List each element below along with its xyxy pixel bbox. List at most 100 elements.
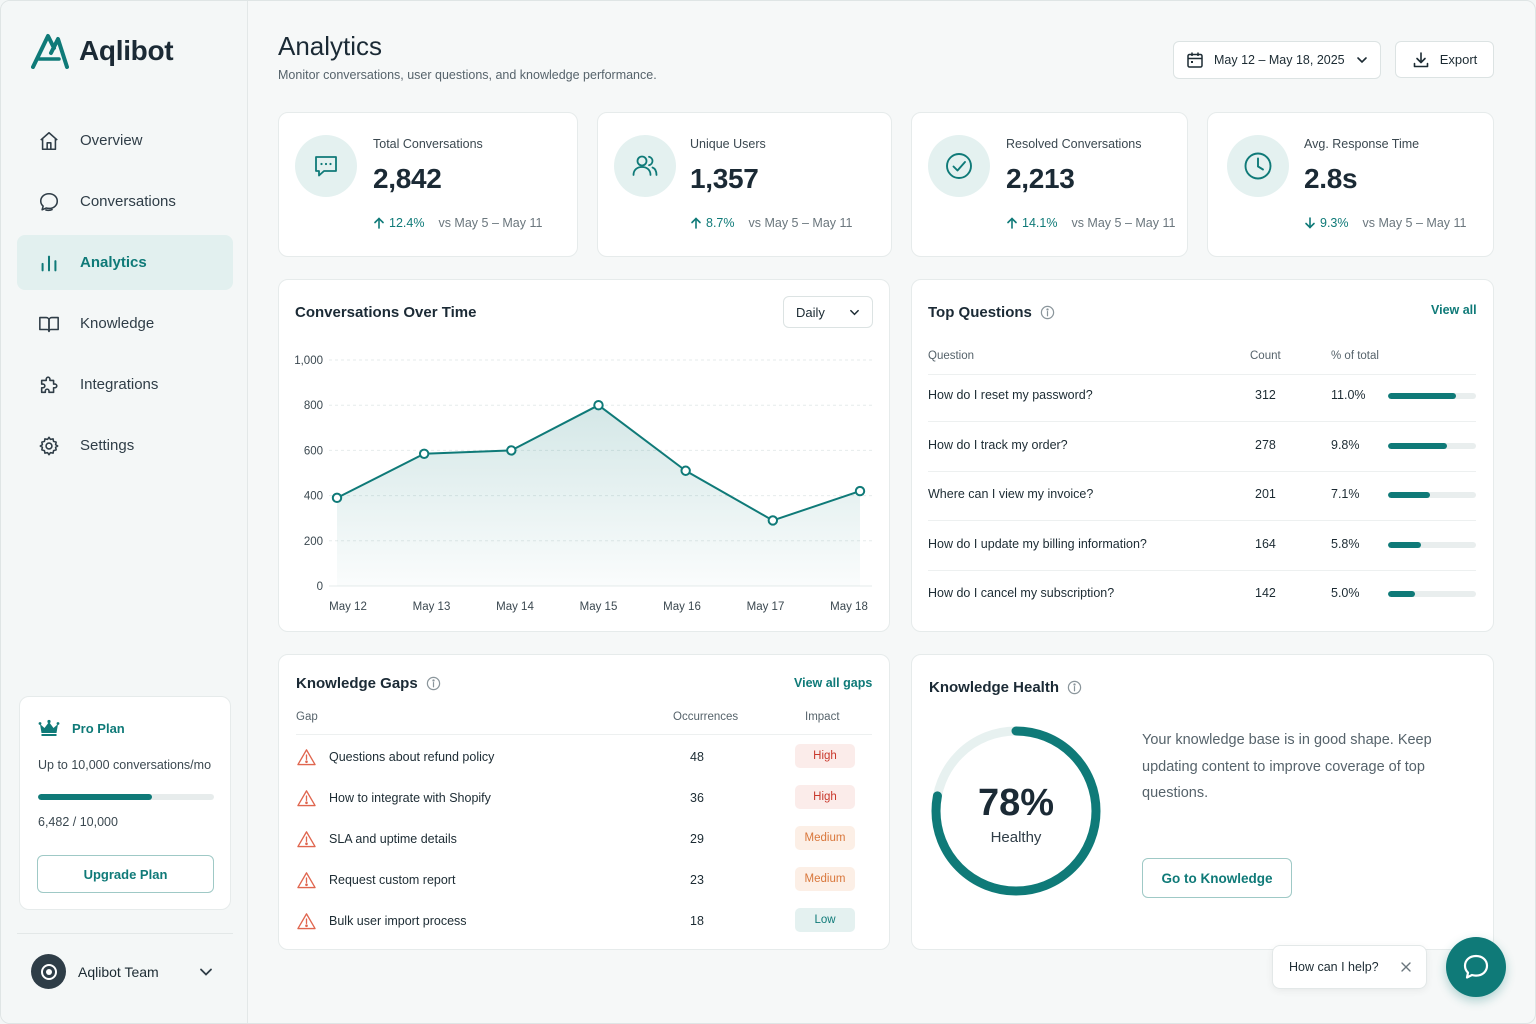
info-icon[interactable] <box>1067 680 1082 695</box>
stat-card-total-conversations: Total Conversations 2,842 12.4% vs May 5… <box>278 112 578 257</box>
plan-usage-fill <box>38 794 153 800</box>
view-all-gaps-link[interactable]: View all gaps <box>794 676 873 690</box>
sidebar-item-label: Integrations <box>80 376 159 393</box>
question-percent: 5.8% <box>1331 536 1360 551</box>
stat-label: Unique Users <box>690 137 766 151</box>
bar-chart-icon <box>37 251 61 275</box>
interval-select[interactable]: Daily <box>783 296 873 328</box>
sidebar-item-label: Analytics <box>80 254 147 271</box>
sidebar-item-analytics[interactable]: Analytics <box>17 235 233 290</box>
view-all-questions-link[interactable]: View all <box>1431 303 1477 317</box>
sidebar-item-conversations[interactable]: Conversations <box>17 174 233 229</box>
arrow-down-icon <box>1305 217 1315 229</box>
book-icon <box>37 312 61 336</box>
y-tick-label: 200 <box>304 536 323 548</box>
plan-card: Pro Plan Up to 10,000 conversations/mo 6… <box>19 696 231 910</box>
question-share-bar <box>1388 492 1476 498</box>
info-icon[interactable] <box>426 676 441 691</box>
chevron-down-icon <box>1357 57 1367 64</box>
page-title: Analytics <box>278 31 383 61</box>
row-divider <box>928 421 1476 422</box>
series-area <box>337 405 860 586</box>
table-divider <box>928 374 1476 375</box>
question-share-fill <box>1388 591 1416 597</box>
question-count: 164 <box>1255 536 1276 551</box>
chat-launcher-button[interactable] <box>1446 937 1506 997</box>
health-ring-chart: 78% Healthy <box>931 726 1101 896</box>
sidebar-item-label: Overview <box>80 132 143 149</box>
upgrade-plan-button[interactable]: Upgrade Plan <box>37 855 214 893</box>
warning-icon <box>297 872 316 889</box>
top-questions-title: Top Questions <box>928 304 1055 321</box>
warning-icon <box>297 913 316 930</box>
health-percent: 78% <box>978 782 1054 824</box>
chevron-down-icon <box>850 309 859 315</box>
gap-text: How to integrate with Shopify <box>329 791 491 805</box>
interval-select-value: Daily <box>796 304 825 320</box>
knowledge-gaps-card: Knowledge Gaps View all gaps Gap Occurre… <box>278 654 890 950</box>
download-icon <box>1413 51 1429 67</box>
export-label: Export <box>1439 52 1478 67</box>
column-header-occurrences: Occurrences <box>673 711 739 723</box>
question-share-bar <box>1388 393 1476 399</box>
crown-icon <box>38 719 60 736</box>
stat-card-unique-users: Unique Users 1,357 8.7% vs May 5 – May 1… <box>597 112 892 257</box>
arrow-up-icon <box>374 217 384 229</box>
date-range-label: May 12 – May 18, 2025 <box>1214 53 1345 67</box>
stat-value: 2.8s <box>1304 163 1358 194</box>
gap-occurrences: 36 <box>690 791 704 805</box>
help-bubble-text: How can I help? <box>1289 960 1379 974</box>
sidebar-item-settings[interactable]: Settings <box>17 418 233 473</box>
question-count: 201 <box>1255 487 1276 501</box>
sidebar-item-knowledge[interactable]: Knowledge <box>17 296 233 351</box>
sidebar-item-integrations[interactable]: Integrations <box>17 357 233 412</box>
stat-value: 2,213 <box>1006 163 1075 194</box>
chat-bubble-icon <box>1463 954 1489 979</box>
go-to-knowledge-button[interactable]: Go to Knowledge <box>1142 858 1292 898</box>
warning-icon <box>297 790 316 807</box>
x-tick-label: May 12 <box>329 601 367 613</box>
plan-description: Up to 10,000 conversations/mo <box>38 758 212 772</box>
warning-icon <box>297 831 316 848</box>
brand-logo[interactable]: Aqlibot <box>31 33 174 69</box>
table-divider <box>296 734 872 735</box>
data-point <box>331 492 343 504</box>
health-ring-progress <box>931 726 1101 896</box>
team-switcher[interactable]: Aqlibot Team <box>17 933 233 1009</box>
question-percent: 5.0% <box>1331 586 1360 600</box>
stat-label: Resolved Conversations <box>1006 137 1142 151</box>
x-tick-label: May 13 <box>413 601 451 613</box>
y-tick-label: 400 <box>304 491 323 503</box>
question-percent: 7.1% <box>1331 487 1360 501</box>
knowledge-gaps-title: Knowledge Gaps <box>296 675 441 692</box>
aqlibot-logo-icon <box>31 34 69 69</box>
export-button[interactable]: Export <box>1395 41 1494 78</box>
column-header-question: Question <box>928 350 975 362</box>
users-icon <box>614 135 676 197</box>
stat-value: 1,357 <box>690 163 759 194</box>
home-icon <box>37 129 61 153</box>
gap-text: Request custom report <box>329 873 456 887</box>
question-count: 278 <box>1255 437 1276 452</box>
arrow-up-icon <box>1007 217 1017 229</box>
y-tick-label: 1,000 <box>294 355 323 367</box>
avatar <box>31 954 66 989</box>
gap-text: SLA and uptime details <box>329 832 457 846</box>
row-divider <box>928 470 1476 472</box>
question-share-fill <box>1388 492 1431 498</box>
gap-occurrences: 18 <box>690 914 704 928</box>
message-icon <box>295 135 357 197</box>
data-point <box>854 485 866 497</box>
plan-title: Pro Plan <box>38 719 125 737</box>
arrow-up-icon <box>691 217 701 229</box>
sidebar-item-overview[interactable]: Overview <box>17 113 233 168</box>
help-bubble[interactable]: How can I help? <box>1272 945 1427 989</box>
x-tick-label: May 16 <box>663 601 701 613</box>
question-text: How do I track my order? <box>928 437 1068 452</box>
date-range-picker[interactable]: May 12 – May 18, 2025 <box>1173 41 1381 79</box>
close-icon[interactable] <box>1398 959 1414 975</box>
question-share-fill <box>1388 393 1456 399</box>
conversations-chart-card: Conversations Over Time Daily 0 200 400 600… <box>278 279 890 632</box>
x-tick-label: May 14 <box>496 601 534 613</box>
info-icon[interactable] <box>1040 305 1055 320</box>
